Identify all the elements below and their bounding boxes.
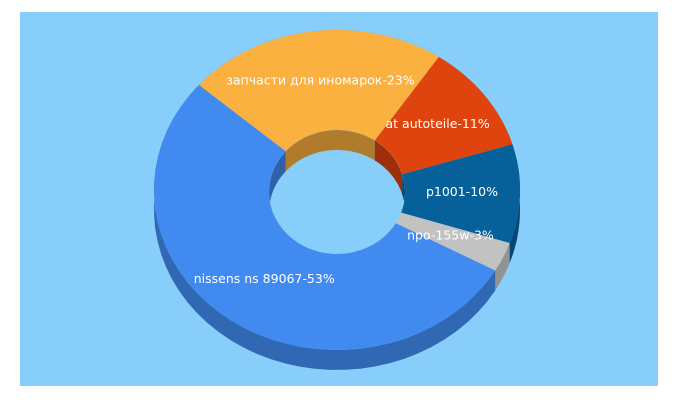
slice — [374, 57, 513, 175]
slice-inner — [269, 151, 396, 254]
slice-inner — [374, 140, 403, 195]
slice-side — [495, 243, 510, 291]
slice — [154, 85, 496, 350]
slice-inner — [285, 130, 375, 172]
slice — [395, 212, 510, 271]
slice — [198, 30, 439, 152]
hole — [269, 130, 405, 254]
slice-label: at autoteile-11% — [386, 116, 490, 131]
slice-label: запчасти для иномарок-23% — [226, 72, 414, 87]
slice-label: npo-155w-3% — [407, 228, 494, 243]
slice — [401, 144, 520, 244]
slice-label: nissens ns 89067-53% — [194, 271, 335, 286]
slice-label: p1001-10% — [426, 184, 498, 199]
